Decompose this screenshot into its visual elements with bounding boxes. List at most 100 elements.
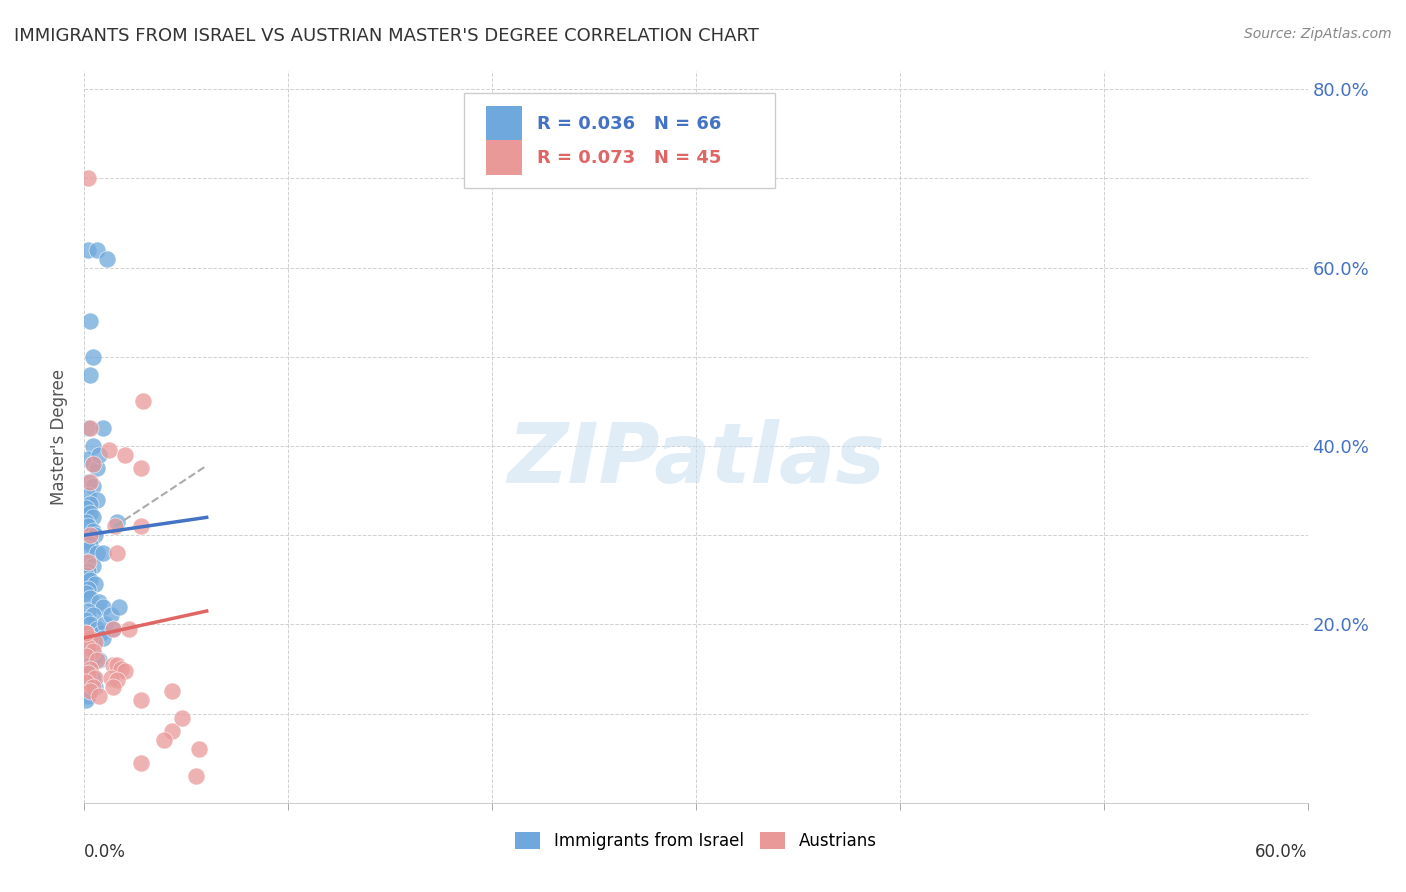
Point [79, 573, 101, 587]
Point [86, 546, 108, 560]
Point [87, 448, 110, 462]
Point [160, 724, 183, 739]
Point [82, 457, 104, 471]
Point [75, 515, 97, 529]
Point [187, 742, 209, 756]
Point [83, 680, 105, 694]
Point [90, 626, 112, 640]
Point [77, 657, 100, 672]
Point [110, 662, 132, 676]
Point [79, 421, 101, 435]
Point [97, 443, 120, 458]
Y-axis label: Master's Degree: Master's Degree [51, 369, 69, 505]
Point [104, 519, 127, 533]
Point [82, 680, 104, 694]
Point [79, 497, 101, 511]
Point [75, 501, 97, 516]
Point [131, 756, 153, 770]
Point [77, 582, 100, 596]
FancyBboxPatch shape [464, 94, 776, 188]
Point [86, 243, 108, 257]
Point [91, 421, 114, 435]
Point [79, 644, 101, 658]
Point [82, 559, 104, 574]
Point [77, 604, 100, 618]
Point [105, 657, 128, 672]
Point [79, 528, 101, 542]
Point [172, 711, 194, 725]
Point [91, 631, 114, 645]
Point [186, 769, 208, 783]
Point [77, 519, 100, 533]
Point [79, 675, 101, 690]
Text: R = 0.036   N = 66: R = 0.036 N = 66 [537, 115, 721, 133]
Point [82, 635, 104, 649]
Point [77, 640, 100, 654]
Point [75, 626, 97, 640]
Point [82, 350, 104, 364]
Point [82, 457, 104, 471]
Point [79, 506, 101, 520]
Point [75, 586, 97, 600]
Point [75, 648, 97, 663]
Legend: Immigrants from Israel, Austrians: Immigrants from Israel, Austrians [509, 825, 883, 856]
Point [131, 519, 153, 533]
Point [82, 608, 104, 623]
Point [105, 546, 128, 560]
Point [79, 475, 101, 489]
Point [79, 631, 101, 645]
Point [77, 171, 100, 186]
Point [105, 515, 128, 529]
Point [100, 608, 122, 623]
Point [101, 657, 124, 672]
Point [86, 622, 108, 636]
Point [86, 492, 108, 507]
Point [114, 664, 136, 678]
Point [105, 673, 128, 687]
Point [96, 252, 118, 266]
Point [75, 626, 97, 640]
Point [86, 653, 108, 667]
Point [77, 475, 100, 489]
Point [75, 666, 97, 681]
Point [79, 368, 101, 382]
Point [79, 537, 101, 551]
Text: ZIPatlas: ZIPatlas [508, 418, 884, 500]
Point [132, 394, 155, 409]
Point [108, 599, 131, 614]
Point [77, 541, 100, 556]
Point [131, 461, 153, 475]
Point [82, 524, 104, 538]
Point [75, 693, 97, 707]
Point [82, 479, 104, 493]
Text: Source: ZipAtlas.com: Source: ZipAtlas.com [1244, 27, 1392, 41]
Point [79, 662, 101, 676]
Point [77, 666, 100, 681]
Point [101, 622, 124, 636]
Point [75, 533, 97, 547]
Point [131, 693, 153, 707]
Point [82, 671, 104, 685]
Text: 60.0%: 60.0% [1256, 843, 1308, 861]
Point [83, 528, 105, 542]
Point [77, 421, 100, 435]
Point [75, 555, 97, 569]
Point [86, 461, 108, 475]
Point [87, 653, 110, 667]
Point [83, 648, 105, 663]
Text: IMMIGRANTS FROM ISRAEL VS AUSTRIAN MASTER'S DEGREE CORRELATION CHART: IMMIGRANTS FROM ISRAEL VS AUSTRIAN MASTE… [14, 27, 759, 45]
Point [82, 439, 104, 453]
Point [91, 599, 114, 614]
Text: 0.0%: 0.0% [84, 843, 127, 861]
Point [100, 671, 122, 685]
Point [75, 568, 97, 582]
Point [82, 644, 104, 658]
Bar [485, 140, 522, 175]
Point [101, 622, 124, 636]
Point [118, 622, 141, 636]
Point [101, 680, 124, 694]
Point [75, 675, 97, 690]
Point [77, 689, 100, 703]
Point [83, 671, 105, 685]
Point [79, 591, 101, 605]
